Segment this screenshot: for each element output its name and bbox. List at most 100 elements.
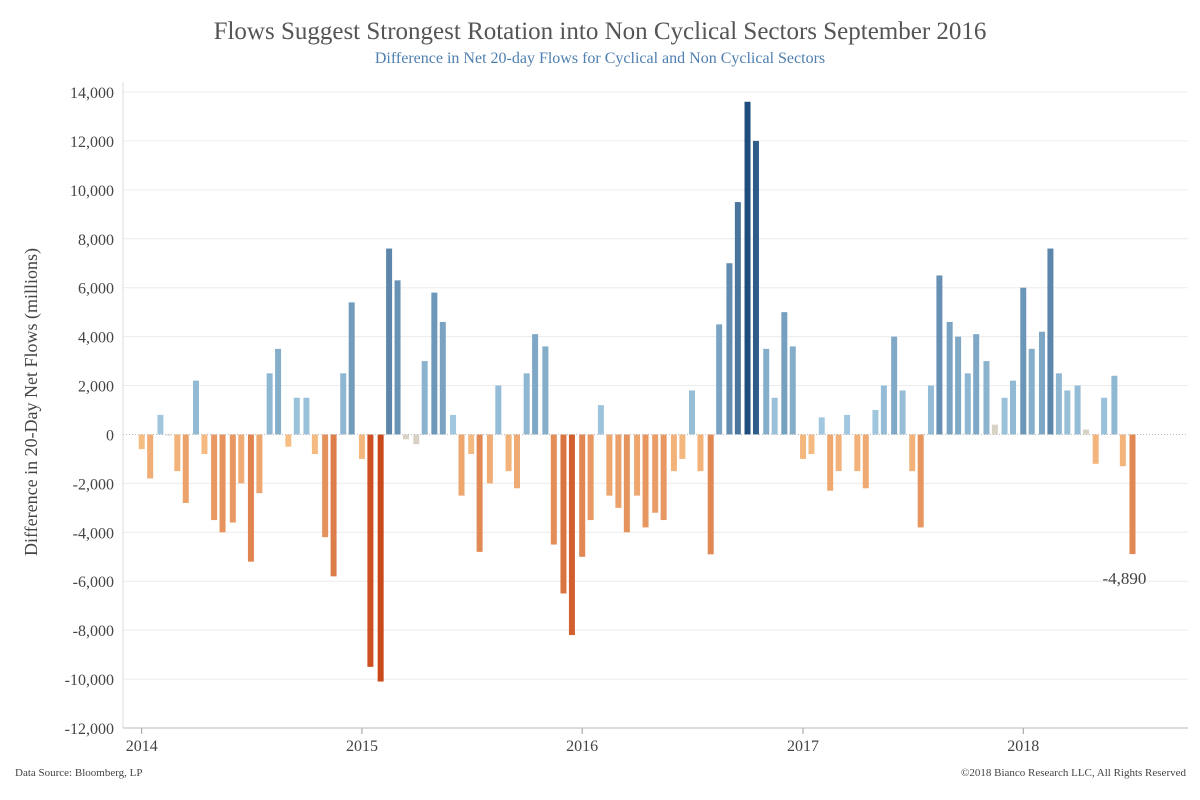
flow-bar [532,334,539,435]
flow-bar [909,434,916,472]
flow-bar [917,434,924,528]
flow-bar [1074,385,1081,435]
flow-bar [1111,375,1118,435]
x-tick-label: 2014 [126,738,158,755]
x-tick-label: 2016 [566,738,598,755]
flow-bar [891,336,898,435]
flow-bar [340,373,347,435]
y-tick-label: -12,000 [65,721,114,738]
flow-bar [211,434,218,521]
flow-bar [505,434,512,472]
x-axis-ticks: 2014 2015 2016 2017 2018 [123,727,1188,755]
flow-bar [634,434,641,496]
y-tick-label: 0 [106,427,114,444]
flow-bar [182,434,189,503]
flow-bar [946,321,953,435]
flow-bar [642,434,649,528]
bars [138,101,1136,682]
last-value-annotation: -4,890 [1102,569,1146,588]
flow-bar [800,434,807,459]
flow-bar [275,348,282,435]
flow-bar [854,434,861,472]
flow-bar [147,434,154,479]
flow-bar [439,321,446,435]
flow-bar [707,434,714,555]
x-tick-label: 2018 [1007,738,1039,755]
flow-bar [1001,397,1008,435]
flow-bar [1010,380,1017,435]
flow-bar [827,434,834,491]
flow-bar [606,434,613,496]
data-source-note: Data Source: Bloomberg, LP [15,767,143,779]
y-tick-label: 10,000 [70,183,114,200]
flow-bar [1129,434,1136,555]
flow-bar [936,275,943,435]
y-axis-ticks: 14,000 12,000 10,000 8,000 6,000 4,000 2,000 0 -… [65,85,114,738]
y-tick-label: 6,000 [78,281,114,298]
flow-bar [597,405,604,435]
flow-bar [1047,248,1054,435]
flow-bar [652,434,659,513]
flow-bar [550,434,557,545]
flow-bar [1101,397,1108,435]
flow-bar [238,434,245,484]
flow-bar [303,397,310,435]
flow-bar [808,434,815,455]
y-tick-label: 14,000 [70,85,114,102]
flow-bar [752,140,759,435]
flow-bar [955,336,962,435]
flow-bar [862,434,869,489]
flow-bar [670,434,677,472]
flow-bar [174,434,181,472]
flow-bar [476,434,483,552]
y-tick-label: 12,000 [70,134,114,151]
flow-bar [1119,434,1126,467]
gridlines [123,91,1188,729]
flow-bar [138,434,145,450]
flow-bar [973,334,980,435]
flow-bar [579,434,586,557]
flow-bar [679,434,686,459]
flow-bar [818,417,825,435]
flow-bar [495,385,502,435]
flow-bar [964,373,971,435]
flow-bar [781,312,788,435]
flow-bar [560,434,567,594]
flow-bar [367,434,374,667]
flow-bar [514,434,521,489]
flow-bar [285,434,292,447]
flow-bar [726,263,733,435]
flow-bar [523,373,530,435]
flow-bar [358,434,365,459]
flow-bar [293,397,300,435]
flow-bar [660,434,667,521]
flow-bar [377,434,384,682]
flow-bar [835,434,842,472]
flow-bar [1038,331,1045,435]
flow-bar [689,390,696,435]
copyright-note: ©2018 Bianco Research LLC, All Rights Re… [961,767,1186,779]
flow-bar [697,434,704,472]
flow-bar [1083,429,1090,435]
flow-bar [201,434,208,455]
flow-bar [716,324,723,435]
flow-bar [431,292,438,435]
flow-bar [1055,373,1062,435]
x-tick-label: 2015 [346,738,378,755]
flow-bar [587,434,594,521]
flow-bar [899,390,906,435]
flow-bar [394,280,401,435]
y-tick-label: 2,000 [78,379,114,396]
flow-bar [991,424,998,435]
flow-bar [413,434,420,445]
flow-bar [763,348,770,435]
flow-bar [1028,348,1035,435]
flow-bar [256,434,263,494]
flow-bar [1092,434,1099,464]
flow-bar [402,434,409,440]
y-tick-label: -2,000 [73,476,114,493]
y-axis-label: Difference in 20-Day Net Flows (millions… [21,248,42,556]
flow-bar [386,248,393,435]
